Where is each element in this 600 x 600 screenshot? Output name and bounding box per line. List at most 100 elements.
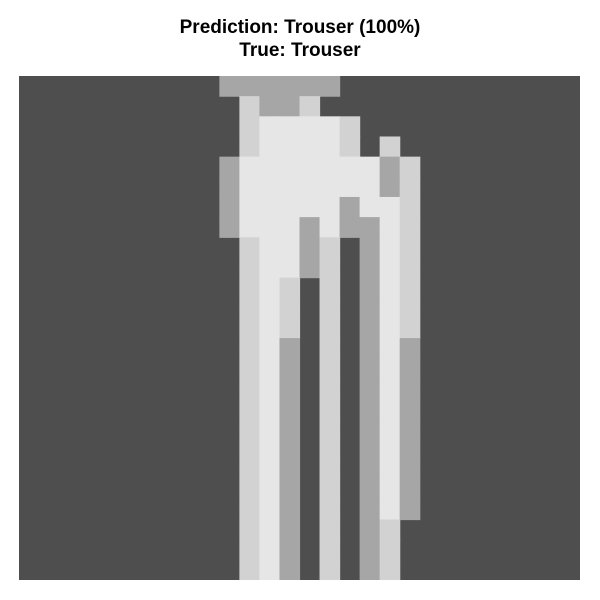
image-pixel <box>379 438 401 460</box>
image-pixel <box>359 237 381 259</box>
prediction-label: Prediction: Trouser (100%) <box>179 17 421 38</box>
image-pixel <box>279 499 301 521</box>
image-pixel <box>219 76 240 97</box>
image-pixel <box>399 499 421 521</box>
image-pixel <box>299 257 321 279</box>
image-pixel <box>279 338 301 359</box>
image-pixel <box>399 479 421 500</box>
image-pixel <box>399 438 421 460</box>
image-pixel <box>379 358 401 379</box>
image-pixel <box>399 317 421 339</box>
image-pixel <box>299 156 321 178</box>
image-pixel <box>239 116 261 138</box>
image-pixel <box>359 539 381 561</box>
true-label: True: Trouser <box>239 40 361 61</box>
image-pixel <box>359 559 381 580</box>
image-pixel <box>239 156 261 178</box>
image-pixel <box>239 459 261 480</box>
image-pixel <box>259 358 281 379</box>
image-pixel <box>299 116 321 138</box>
image-pixel <box>359 176 381 198</box>
image-pixel <box>259 338 281 359</box>
image-pixel <box>279 136 301 158</box>
image-pixel <box>239 438 261 460</box>
image-pixel <box>359 418 381 440</box>
image-pixel <box>319 459 341 480</box>
image-pixel <box>379 539 401 561</box>
image-pixel <box>259 418 281 440</box>
image-pixel <box>359 277 381 299</box>
image-pixel <box>279 196 301 218</box>
image-pixel <box>279 96 301 117</box>
image-pixel <box>379 338 401 359</box>
image-pixel <box>219 217 240 238</box>
image-pixel <box>239 297 261 319</box>
image-pixel <box>259 317 281 339</box>
image-pixel <box>219 176 240 198</box>
image-pixel <box>399 297 421 319</box>
image-pixel <box>339 136 361 158</box>
image-pixel <box>219 196 240 218</box>
image-pixel <box>259 176 281 198</box>
image-pixel <box>239 136 261 158</box>
image-pixel <box>299 76 321 97</box>
image-pixel <box>239 76 261 97</box>
image-pixel <box>379 176 401 198</box>
image-pixel <box>319 136 341 158</box>
image-pixel <box>399 418 421 440</box>
image-pixel <box>359 317 381 339</box>
image-pixel <box>299 176 321 198</box>
image-pixel <box>319 358 341 379</box>
image-pixel <box>359 257 381 279</box>
image-pixel <box>259 156 281 178</box>
image-pixel <box>259 539 281 561</box>
image-pixel <box>279 176 301 198</box>
figure-title: Prediction: Trouser (100%) True: Trouser <box>0 16 600 62</box>
image-pixel <box>259 277 281 299</box>
image-pixel <box>279 539 301 561</box>
image-pixel <box>379 257 401 279</box>
image-pixel <box>239 338 261 359</box>
image-pixel <box>299 217 321 238</box>
image-pixel <box>359 398 381 420</box>
image-pixel <box>399 358 421 379</box>
image-pixel <box>259 237 281 259</box>
image-pixel <box>399 459 421 480</box>
image-pixel <box>399 257 421 279</box>
image-pixel <box>379 136 401 158</box>
image-pixel <box>319 519 341 541</box>
image-pixel <box>259 217 281 238</box>
image-pixel <box>259 438 281 460</box>
image-pixel <box>379 499 401 521</box>
image-pixel <box>359 297 381 319</box>
image-pixel <box>319 196 341 218</box>
image-pixel <box>279 317 301 339</box>
image-pixel <box>259 96 281 117</box>
image-pixel <box>239 317 261 339</box>
image-pixel <box>239 479 261 500</box>
image-pixel <box>359 196 381 218</box>
image-pixel <box>299 237 321 259</box>
image-pixel <box>339 116 361 138</box>
image-pixel <box>299 96 321 117</box>
image-pixel <box>279 438 301 460</box>
image-pixel <box>259 76 281 97</box>
image-pixel <box>239 418 261 440</box>
image-pixel <box>379 459 401 480</box>
image-pixel <box>359 156 381 178</box>
image-pixel <box>359 479 381 500</box>
image-pixel <box>359 499 381 521</box>
image-pixel <box>399 398 421 420</box>
image-pixel <box>319 257 341 279</box>
image-pixel <box>239 257 261 279</box>
image-pixel <box>339 156 361 178</box>
image-pixel <box>319 378 341 400</box>
trouser-pixel-grid <box>19 76 580 580</box>
image-pixel <box>379 196 401 218</box>
image-pixel <box>359 459 381 480</box>
image-pixel <box>319 418 341 440</box>
image-pixel <box>319 116 341 138</box>
image-pixel <box>239 499 261 521</box>
image-pixel <box>399 196 421 218</box>
image-pixel <box>319 156 341 178</box>
